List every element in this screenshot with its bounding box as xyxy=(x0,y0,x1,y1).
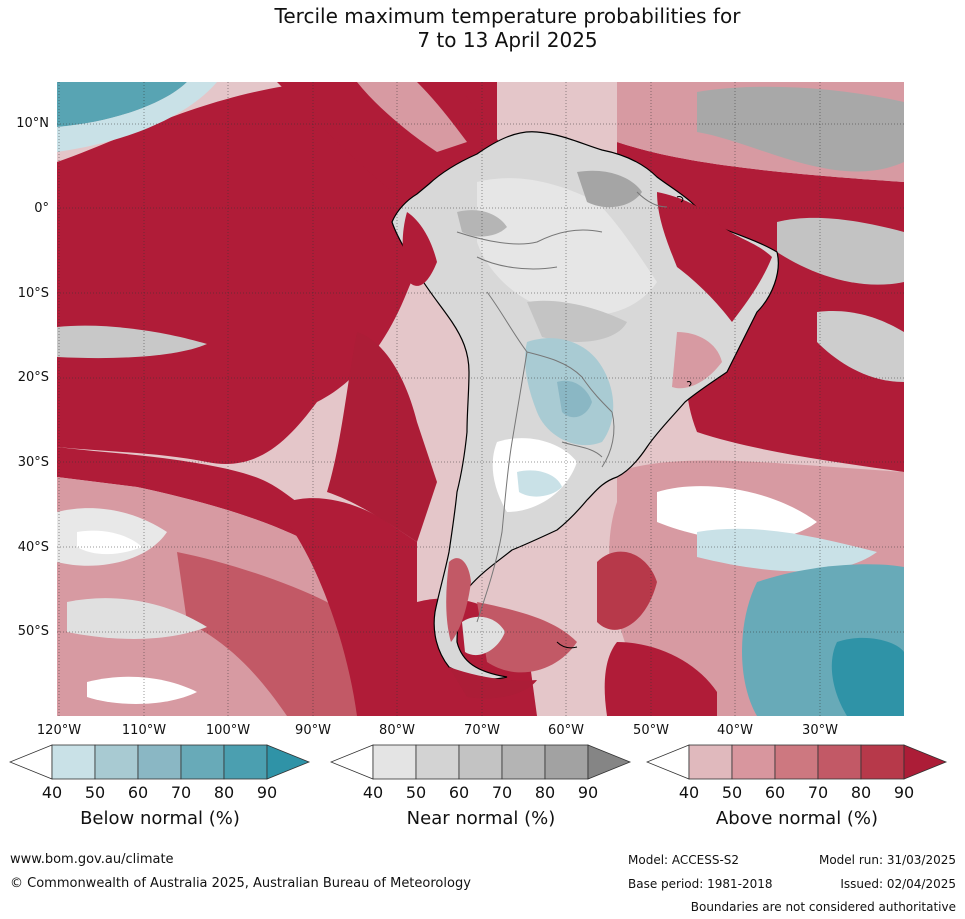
copyright-text: © Commonwealth of Australia 2025, Austra… xyxy=(10,876,471,891)
cb-below-seg-over xyxy=(266,744,311,780)
cb-below-tick: 80 xyxy=(213,783,235,802)
probability-map xyxy=(57,82,904,716)
cb-below-seg-50-60 xyxy=(94,744,139,780)
cb-below-tick: 90 xyxy=(256,783,278,802)
cb-below-seg-60-70 xyxy=(137,744,182,780)
colorbar-below-normal xyxy=(9,744,311,780)
cb-near-seg-50-60 xyxy=(415,744,460,780)
region-teal-northwest xyxy=(57,82,187,127)
cb-near-tick: 50 xyxy=(405,783,427,802)
website-link[interactable]: www.bom.gov.au/climate xyxy=(10,852,174,867)
model-text: Model: ACCESS-S2 xyxy=(628,853,740,867)
lon-label-100w: 100°W xyxy=(205,723,251,738)
title-line-1: Tercile maximum temperature probabilitie… xyxy=(274,4,741,28)
cb-above-tick: 60 xyxy=(764,783,786,802)
country-borders xyxy=(456,191,668,623)
cb-near-seg-40-50 xyxy=(372,744,417,780)
lat-label-40s: 40°S xyxy=(17,540,49,555)
cb-above-seg-over xyxy=(903,744,948,780)
lon-label-110w: 110°W xyxy=(121,723,167,738)
cb-near-tick: 70 xyxy=(491,783,513,802)
cb-above-tick: 40 xyxy=(678,783,700,802)
issued-text: Issued: 02/04/2025 xyxy=(840,877,956,891)
cb-below-seg-under xyxy=(9,744,53,780)
lon-label-50w: 50°W xyxy=(633,723,669,738)
lon-label-90w: 90°W xyxy=(295,723,331,738)
cb-below-seg-70-80 xyxy=(180,744,225,780)
cb-above-seg-60-70 xyxy=(774,744,819,780)
cb-above-tick: 70 xyxy=(807,783,829,802)
lon-label-70w: 70°W xyxy=(464,723,500,738)
colorbar-below-title: Below normal (%) xyxy=(80,808,240,829)
lon-label-30w: 30°W xyxy=(802,723,838,738)
cb-near-tick: 80 xyxy=(534,783,556,802)
base-period-text: Base period: 1981-2018 xyxy=(628,877,773,891)
cb-below-tick: 50 xyxy=(84,783,106,802)
lat-label-50s: 50°S xyxy=(17,624,49,639)
cb-near-seg-60-70 xyxy=(458,744,503,780)
cb-near-seg-80-90 xyxy=(544,744,589,780)
cb-below-tick: 70 xyxy=(170,783,192,802)
lon-label-40w: 40°W xyxy=(717,723,753,738)
cb-below-seg-40-50 xyxy=(51,744,96,780)
lat-label-10s: 10°S xyxy=(17,286,49,301)
title-line-2: 7 to 13 April 2025 xyxy=(417,28,598,52)
region-grey-pacific xyxy=(57,325,207,359)
colorbar-above-title: Above normal (%) xyxy=(715,808,879,829)
disclaimer-text: Boundaries are not considered authoritat… xyxy=(690,900,956,914)
model-run-text: Model run: 31/03/2025 xyxy=(818,853,956,867)
lat-label-30s: 30°S xyxy=(17,455,49,470)
colorbar-near-normal xyxy=(330,744,632,780)
cb-above-seg-under xyxy=(646,744,690,780)
colorbar-above-normal xyxy=(646,744,948,780)
cb-near-seg-70-80 xyxy=(501,744,546,780)
lon-label-80w: 80°W xyxy=(379,723,415,738)
lat-label-20s: 20°S xyxy=(17,370,49,385)
cb-below-tick: 60 xyxy=(127,783,149,802)
lat-label-0: 0° xyxy=(34,201,49,216)
lat-label-10n: 10°N xyxy=(16,116,49,131)
cb-below-seg-80-90 xyxy=(223,744,268,780)
lon-label-60w: 60°W xyxy=(548,723,584,738)
region-grey-atlantic-north xyxy=(697,86,904,172)
cb-near-seg-under xyxy=(330,744,374,780)
cb-above-seg-80-90 xyxy=(860,744,905,780)
cb-above-seg-50-60 xyxy=(731,744,776,780)
cb-near-tick: 40 xyxy=(362,783,384,802)
colorbar-near-title: Near normal (%) xyxy=(406,808,556,829)
cb-above-tick: 50 xyxy=(721,783,743,802)
graticule xyxy=(57,82,904,716)
cb-near-tick: 90 xyxy=(577,783,599,802)
cb-above-tick: 80 xyxy=(850,783,872,802)
lon-label-120w: 120°W xyxy=(36,723,82,738)
chart-title: Tercile maximum temperature probabilitie… xyxy=(0,4,965,52)
cb-near-tick: 60 xyxy=(448,783,470,802)
cb-above-tick: 90 xyxy=(893,783,915,802)
cb-near-seg-over xyxy=(587,744,632,780)
cb-above-seg-40-50 xyxy=(688,744,733,780)
cb-below-tick: 40 xyxy=(41,783,63,802)
cb-above-seg-70-80 xyxy=(817,744,862,780)
